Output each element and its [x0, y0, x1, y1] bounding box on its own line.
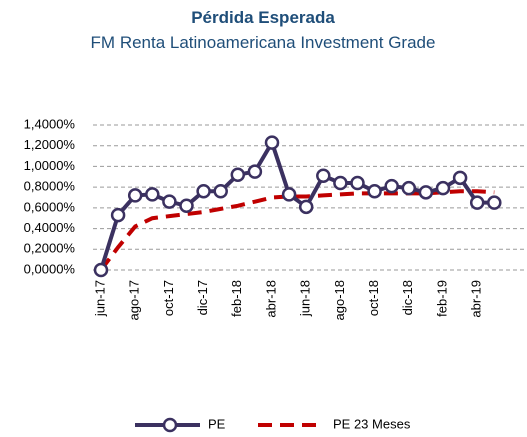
- x-tick-label: oct-18: [366, 280, 381, 316]
- point-marker: [264, 135, 280, 150]
- point-marker: [230, 167, 246, 182]
- point-marker: [384, 178, 399, 194]
- point-marker: [469, 195, 485, 210]
- series-line: [99, 189, 495, 272]
- y-tick-label: 1,2000%: [24, 137, 76, 152]
- point-marker: [281, 187, 297, 202]
- point-marker: [162, 194, 177, 209]
- x-tick-label: ago-18: [332, 280, 347, 320]
- point-marker: [401, 180, 417, 196]
- point-marker: [298, 199, 314, 215]
- y-tick-label: 1,4000%: [24, 116, 76, 131]
- y-tick-label: 0,2000%: [24, 241, 76, 256]
- point-marker: [333, 175, 348, 191]
- y-tick-label: 0,6000%: [24, 199, 76, 214]
- point-marker: [93, 262, 109, 278]
- x-tick-label: dic-17: [195, 280, 210, 315]
- x-tick-label: jun-18: [298, 280, 313, 317]
- y-tick-label: 0,4000%: [24, 220, 76, 235]
- y-tick-label: 1,0000%: [24, 158, 76, 173]
- x-tick-label: ago-17: [127, 280, 142, 320]
- x-tick-label: feb-18: [229, 280, 244, 317]
- point-marker: [110, 207, 126, 223]
- point-marker: [350, 175, 365, 191]
- point-marker: [452, 170, 468, 186]
- x-tick-label: jun-17: [92, 280, 107, 317]
- point-marker: [418, 185, 434, 200]
- x-tick-label: abr-19: [469, 280, 484, 318]
- y-tick-label: 0,8000%: [24, 179, 76, 194]
- series-line: [99, 137, 495, 271]
- point-marker: [367, 184, 382, 199]
- x-tick-label: dic-18: [400, 280, 415, 315]
- y-tick-label: 0,0000%: [24, 261, 76, 276]
- legend-marker: [162, 417, 178, 433]
- point-marker: [247, 164, 263, 179]
- point-marker: [213, 184, 228, 199]
- point-marker: [196, 184, 211, 199]
- legend-label: PE 23 Meses: [333, 416, 411, 431]
- point-marker: [145, 187, 160, 202]
- point-marker: [487, 195, 502, 210]
- x-tick-label: oct-17: [161, 280, 176, 316]
- x-tick-label: feb-19: [434, 280, 449, 317]
- header: Pérdida Esperada FM Renta Latinoamerican…: [68, 6, 458, 55]
- point-marker: [435, 180, 451, 196]
- x-tick-label: abr-18: [263, 280, 278, 318]
- point-marker: [127, 188, 143, 203]
- chart-title: Pérdida Esperada: [191, 8, 335, 27]
- point-marker: [179, 198, 194, 214]
- chart-subtitle: FM Renta Latinoamericana Investment Grad…: [90, 33, 436, 52]
- point-marker: [316, 168, 331, 183]
- legend-label: PE: [208, 416, 226, 431]
